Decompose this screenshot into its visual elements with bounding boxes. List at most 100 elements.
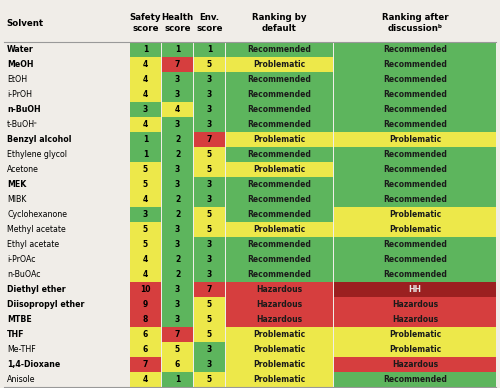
Text: Recommended: Recommended xyxy=(248,270,312,279)
Bar xyxy=(226,267,333,282)
Bar xyxy=(130,357,161,372)
Text: Problematic: Problematic xyxy=(254,345,306,354)
Text: Recommended: Recommended xyxy=(383,120,447,129)
Text: Problematic: Problematic xyxy=(389,210,441,219)
Bar xyxy=(226,87,333,102)
Bar xyxy=(334,117,496,132)
Bar xyxy=(162,57,193,72)
Bar xyxy=(194,207,225,222)
Text: Recommended: Recommended xyxy=(383,60,447,69)
Text: 5: 5 xyxy=(207,330,212,339)
Bar xyxy=(194,87,225,102)
Text: Solvent: Solvent xyxy=(6,19,43,28)
Bar xyxy=(130,252,161,267)
Bar xyxy=(334,192,496,207)
Bar xyxy=(226,117,333,132)
Text: Methyl acetate: Methyl acetate xyxy=(7,225,66,234)
Bar xyxy=(334,327,496,342)
Bar xyxy=(334,342,496,357)
Text: Recommended: Recommended xyxy=(248,105,312,114)
Bar xyxy=(130,177,161,192)
Bar xyxy=(226,57,333,72)
Bar xyxy=(226,207,333,222)
Text: 4: 4 xyxy=(143,375,148,384)
Text: Problematic: Problematic xyxy=(254,135,306,144)
Bar xyxy=(162,192,193,207)
Text: Recommended: Recommended xyxy=(248,120,312,129)
Text: 9: 9 xyxy=(143,300,148,309)
Text: Problematic: Problematic xyxy=(254,375,306,384)
Text: 3: 3 xyxy=(175,225,180,234)
Bar xyxy=(226,222,333,237)
Text: 1: 1 xyxy=(175,45,180,54)
Text: MEK: MEK xyxy=(7,180,26,189)
Text: 5: 5 xyxy=(143,225,148,234)
Bar xyxy=(162,252,193,267)
Bar xyxy=(194,147,225,162)
Bar xyxy=(194,222,225,237)
Text: 3: 3 xyxy=(207,270,212,279)
Text: Recommended: Recommended xyxy=(383,105,447,114)
Bar xyxy=(162,222,193,237)
Text: MTBE: MTBE xyxy=(7,315,32,324)
Text: Ranking after
discussionᵇ: Ranking after discussionᵇ xyxy=(382,13,448,33)
Bar xyxy=(162,132,193,147)
Text: Recommended: Recommended xyxy=(248,180,312,189)
Bar xyxy=(226,72,333,87)
Bar xyxy=(130,267,161,282)
Text: 3: 3 xyxy=(207,345,212,354)
Bar xyxy=(194,177,225,192)
Text: Env.
score: Env. score xyxy=(196,13,223,33)
Text: 7: 7 xyxy=(207,285,212,294)
Text: Problematic: Problematic xyxy=(254,360,306,369)
Bar xyxy=(162,282,193,297)
Text: 3: 3 xyxy=(175,120,180,129)
Text: Diisopropyl ether: Diisopropyl ether xyxy=(7,300,84,309)
Text: 2: 2 xyxy=(175,210,180,219)
Text: 5: 5 xyxy=(207,225,212,234)
Text: t-BuOHᶜ: t-BuOHᶜ xyxy=(7,120,38,129)
Bar xyxy=(130,342,161,357)
Bar xyxy=(130,222,161,237)
Bar xyxy=(226,252,333,267)
Bar xyxy=(130,162,161,177)
Bar xyxy=(194,312,225,327)
Text: 4: 4 xyxy=(175,105,180,114)
Text: HH: HH xyxy=(408,285,422,294)
Bar xyxy=(334,147,496,162)
Bar xyxy=(194,252,225,267)
Bar xyxy=(194,42,225,57)
Text: 3: 3 xyxy=(175,75,180,84)
Bar xyxy=(162,297,193,312)
Bar xyxy=(226,132,333,147)
Text: MeOH: MeOH xyxy=(7,60,34,69)
Text: 7: 7 xyxy=(175,330,180,339)
Text: 3: 3 xyxy=(207,120,212,129)
Text: Hazardous: Hazardous xyxy=(392,315,438,324)
Text: 2: 2 xyxy=(175,135,180,144)
Bar xyxy=(334,297,496,312)
Text: 3: 3 xyxy=(175,315,180,324)
Text: 3: 3 xyxy=(207,360,212,369)
Bar xyxy=(162,267,193,282)
Text: 3: 3 xyxy=(207,75,212,84)
Text: 1: 1 xyxy=(175,375,180,384)
Bar xyxy=(194,57,225,72)
Bar xyxy=(162,357,193,372)
Bar xyxy=(130,372,161,387)
Text: Recommended: Recommended xyxy=(383,270,447,279)
Bar xyxy=(162,72,193,87)
Text: Problematic: Problematic xyxy=(389,345,441,354)
Text: Hazardous: Hazardous xyxy=(256,315,302,324)
Bar xyxy=(130,297,161,312)
Text: Recommended: Recommended xyxy=(248,45,312,54)
Bar xyxy=(194,372,225,387)
Bar xyxy=(194,237,225,252)
Bar xyxy=(194,117,225,132)
Bar xyxy=(194,162,225,177)
Bar xyxy=(226,177,333,192)
Bar xyxy=(226,192,333,207)
Bar xyxy=(334,207,496,222)
Text: Ethyl acetate: Ethyl acetate xyxy=(7,240,59,249)
Text: n-BuOAc: n-BuOAc xyxy=(7,270,40,279)
